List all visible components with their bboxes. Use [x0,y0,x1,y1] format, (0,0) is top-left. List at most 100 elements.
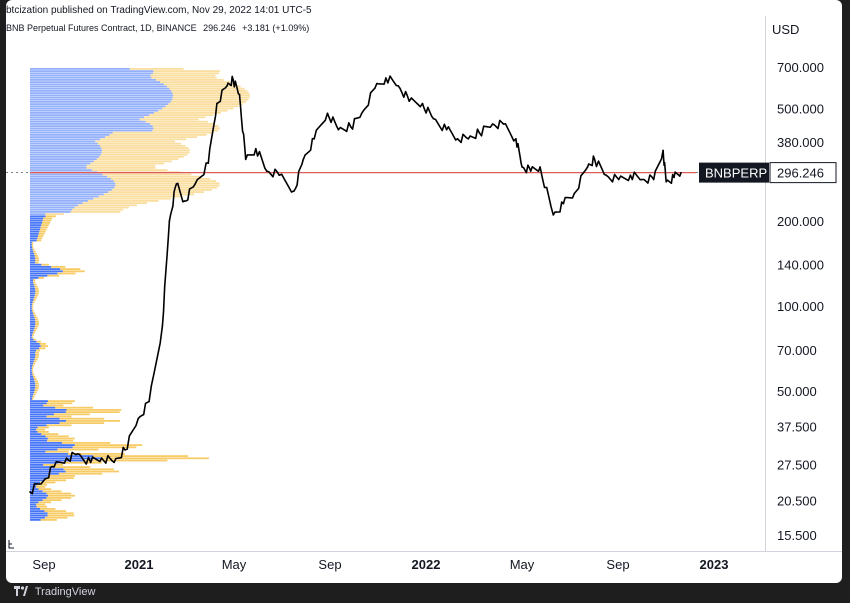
volume-bar-up [87,200,159,202]
volume-bar-down [30,197,94,200]
volume-bar-up [97,142,182,145]
volume-bar-up [113,180,217,182]
volume-bar-down [30,444,75,446]
volume-bar-down [30,250,34,253]
volume-bar-down [30,356,36,358]
volume-bar-down [30,305,32,308]
volume-bar-up [149,123,215,125]
price-point [216,102,218,105]
volume-bar-down [30,79,157,81]
volume-bar-down [30,312,33,314]
volume-bar-down [30,389,35,391]
volume-bar-down [30,252,35,255]
volume-bar-up [47,477,74,479]
volume-bar-up [78,204,138,207]
price-tick-label: 70.000 [777,343,817,358]
volume-bar-up [33,329,37,332]
volume-bar-up [108,191,204,193]
volume-bar-up [38,233,45,235]
volume-bar-up [43,464,64,466]
price-point [232,79,235,81]
volume-bar-down [30,74,151,77]
volume-bar-up [114,186,218,189]
volume-bar-up [32,310,34,312]
volume-bar-down [30,461,59,464]
volume-bar-up [115,184,220,187]
volume-bar-down [30,70,154,72]
volume-bar-up [39,343,47,345]
chart-canvas[interactable]: 700.000 500.000 380.000 200.000 140.000 100.0… [6,0,842,583]
volume-bar-up [35,292,39,295]
volume-bar-up [35,257,39,259]
volume-bar-up [171,90,248,92]
time-tick-label: Sep [32,557,55,572]
volume-bar-up [63,468,114,471]
volume-bar-down [30,455,94,457]
volume-bar-up [32,398,34,400]
volume-bar-down [30,492,47,495]
volume-bar-up [35,356,39,358]
volume-bar-up [168,103,243,105]
volume-bar-up [99,156,184,158]
price-point [65,457,68,459]
volume-bar-up [111,189,212,191]
volume-bar-down [30,151,102,154]
volume-bar-down [30,169,92,171]
volume-bar-down [30,422,60,424]
volume-bar-down [30,424,47,427]
volume-bar-up [41,263,49,266]
volume-bar-down [30,413,54,416]
volume-bar-down [30,98,172,101]
volume-bar-down [30,83,164,86]
volume-bar-up [34,391,37,394]
volume-bar-up [43,404,64,407]
volume-bar-up [46,492,72,495]
price-point [175,183,178,185]
volume-bar-up [39,347,46,350]
volume-bar-down [30,391,35,394]
volume-bar-down [30,274,48,277]
price-point [397,85,400,87]
volume-bar-down [30,508,41,510]
volume-bar-down [30,393,34,396]
volume-bar-up [48,494,75,497]
price-point [408,100,411,102]
footer-brand: TradingView [34,586,96,598]
volume-bar-down [30,129,153,132]
volume-bar-down [30,347,40,350]
volume-bar-down [30,294,35,297]
volume-bar-up [41,433,59,435]
published-caption: btcization published on TradingView.com,… [6,5,312,16]
price-point [385,77,387,79]
price-tick-label: 700.000 [777,60,824,75]
chart-panel[interactable]: btcization published on TradingView.com,… [6,0,842,583]
volume-bar-up [35,318,39,321]
volume-bar-up [31,307,34,310]
volume-bar-up [66,409,122,411]
volume-bar-down [30,261,36,264]
price-point [665,180,668,183]
price-tick-label: 37.500 [777,419,817,434]
volume-bar-down [30,336,32,339]
volume-bar-down [30,435,46,438]
volume-bar-up [35,351,39,354]
volume-bar-down [30,195,99,198]
volume-bar-up [59,422,105,424]
volume-bar-up [65,411,120,413]
time-tick-label: Sep [606,557,629,572]
volume-bar-down [30,81,161,83]
volume-bar-up [46,402,73,405]
volume-bar-up [163,83,236,86]
volume-bar-up [72,446,137,449]
time-tick-label: 2021 [125,557,154,572]
price-point [76,453,79,455]
price-point [124,449,126,451]
volume-bar-down [30,149,102,152]
volume-bar-up [82,202,148,204]
volume-bar-down [30,360,34,363]
volume-bar-down [30,184,116,187]
volume-bar-down [30,354,36,356]
volume-bar-up [36,483,48,486]
volume-bar-down [30,248,33,251]
volume-bar-up [36,503,46,506]
